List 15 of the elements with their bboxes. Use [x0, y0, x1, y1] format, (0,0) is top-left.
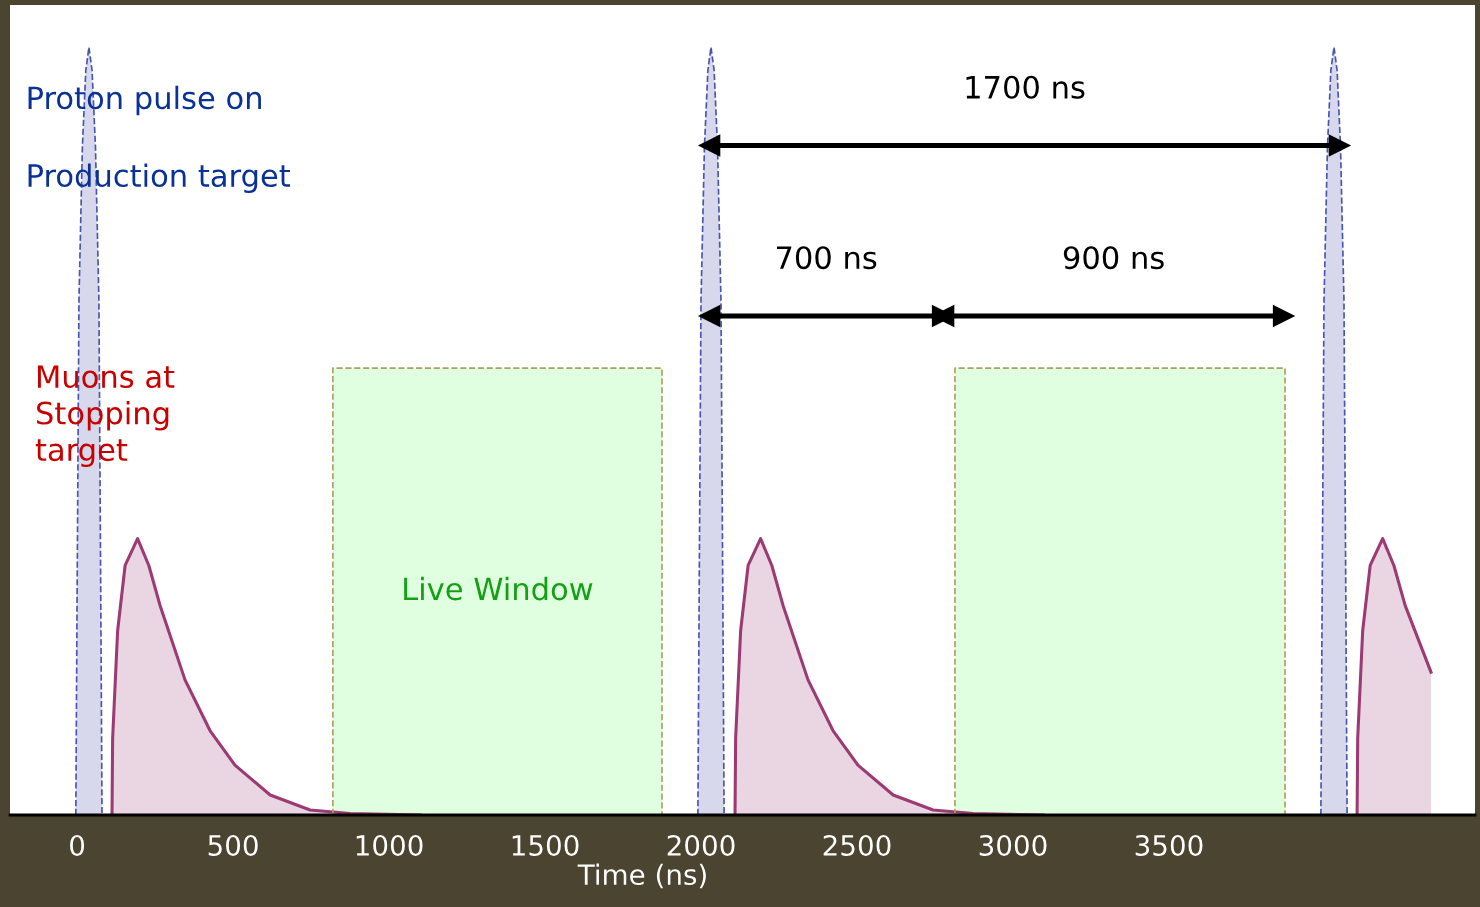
x-tick-label: 0 [70, 834, 85, 856]
x-tick-label: 3000 [979, 834, 1047, 856]
series-label: 700 ns [776, 246, 877, 270]
series-label: 1700 ns [966, 75, 1085, 99]
annotation: Muons at Stopping target [35, 365, 175, 468]
text: Proton pulse on Production target [28, 85, 291, 194]
x-tick-label: 500 [208, 834, 258, 856]
series-label: 900 ns [1063, 246, 1164, 270]
x-tick-label: 2000 [667, 834, 735, 856]
x-tick-label: 3500 [1135, 834, 1203, 856]
x-tick-label: 1000 [356, 834, 423, 856]
x-tick-label: 1500 [512, 834, 579, 856]
series-label: Live Window [404, 576, 593, 601]
x-tick-label: 2500 [823, 834, 891, 856]
x-axis-title: Time (ns) [577, 863, 706, 889]
